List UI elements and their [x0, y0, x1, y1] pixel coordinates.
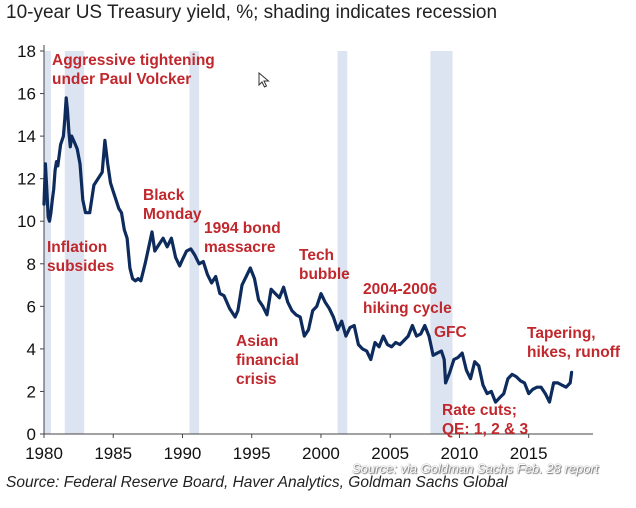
x-tick-label: 2000: [302, 444, 340, 463]
annotation-text: subsides: [47, 258, 114, 275]
y-tick-label: 8: [27, 255, 36, 274]
annotation-text: Rate cuts;: [442, 402, 517, 419]
y-axis-ticks: 0 2 4 6 8 10 12 14 16 18: [17, 42, 44, 444]
annotation-text: QE: 1, 2 & 3: [442, 421, 529, 438]
y-tick-label: 0: [27, 425, 36, 444]
annotation-10: Tapering, hikes, runoff: [527, 325, 621, 361]
x-tick-label: 1990: [164, 444, 202, 463]
annotation-text: under Paul Volcker: [52, 71, 191, 88]
annotation-3: Black Monday: [143, 187, 202, 223]
x-tick-label: 1995: [233, 444, 271, 463]
y-tick-label: 10: [17, 212, 36, 231]
annotation-text: Monday: [143, 206, 202, 223]
annotation-text: hiking cycle: [363, 300, 452, 317]
y-tick-label: 4: [27, 340, 36, 359]
annotation-2: Inflation subsides: [47, 239, 114, 275]
recession-band-4: [337, 51, 348, 434]
y-tick-label: 12: [17, 170, 36, 189]
y-tick-label: 18: [17, 42, 36, 61]
y-tick-label: 16: [17, 85, 36, 104]
annotation-text: financial: [236, 352, 299, 369]
x-tick-label: 1980: [25, 444, 63, 463]
annotation-text: Tech: [299, 247, 334, 264]
annotation-text: bubble: [299, 266, 350, 283]
annotation-text: hikes, runoff: [527, 344, 621, 361]
annotation-8: GFC: [434, 324, 467, 341]
y-tick-label: 14: [17, 127, 36, 146]
y-tick-label: 2: [27, 382, 36, 401]
annotation-text: crisis: [236, 371, 277, 388]
annotation-text: Aggressive tightening: [52, 52, 215, 69]
annotation-5: Asian financial crisis: [236, 333, 299, 388]
recession-band-5: [430, 51, 453, 434]
annotation-text: Black: [143, 187, 185, 204]
x-tick-label: 2010: [441, 444, 479, 463]
axes: [43, 45, 593, 435]
x-axis-ticks: 1980 1985 1990 1995 2000 2005 2010 2015: [25, 434, 548, 463]
chart-title: 10-year US Treasury yield, %; shading in…: [6, 2, 498, 23]
annotation-text: Asian: [236, 333, 278, 350]
annotations: Aggressive tightening under Paul Volcker I…: [47, 52, 621, 438]
recession-band-1: [44, 51, 51, 434]
annotation-text: 1994 bond: [204, 220, 281, 237]
recession-band-3: [189, 51, 200, 434]
x-tick-label: 2005: [371, 444, 409, 463]
source-watermark: Source: via Goldman Sachs Feb. 28 report: [352, 461, 599, 476]
annotation-text: massacre: [204, 239, 276, 256]
annotation-6: Tech bubble: [299, 247, 350, 283]
x-tick-label: 1985: [94, 444, 132, 463]
y-tick-label: 6: [27, 297, 36, 316]
annotation-text: Tapering,: [527, 325, 596, 342]
annotation-4: 1994 bond massacre: [204, 220, 281, 256]
source-note: Source: Federal Reserve Board, Haver Ana…: [6, 474, 508, 491]
mouse-pointer-icon: [258, 72, 270, 88]
annotation-9: Rate cuts; QE: 1, 2 & 3: [442, 402, 529, 438]
annotation-text: 2004-2006: [363, 281, 438, 298]
annotation-text: Inflation: [47, 239, 107, 256]
annotation-1: Aggressive tightening under Paul Volcker: [52, 52, 215, 88]
x-tick-label: 2015: [510, 444, 548, 463]
annotation-text: GFC: [434, 324, 467, 341]
series-line-10y-yield: [42, 96, 574, 404]
annotation-7: 2004-2006 hiking cycle: [363, 281, 452, 317]
